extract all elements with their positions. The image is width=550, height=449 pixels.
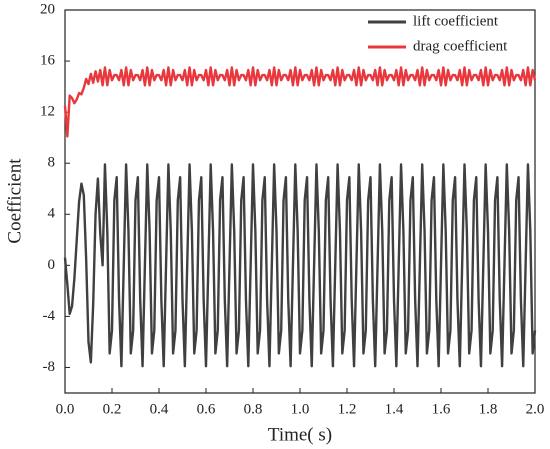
legend-label: lift coefficient [413,13,499,29]
x-tick-label: 1.6 [432,401,451,417]
y-tick-label: 20 [40,1,55,17]
x-tick-label: 0.8 [244,401,263,417]
x-tick-label: 0.4 [150,401,169,417]
x-tick-label: 1.0 [291,401,310,417]
y-tick-label: 8 [48,155,56,171]
x-tick-label: 0.2 [103,401,122,417]
y-tick-label: -8 [43,359,56,375]
y-tick-label: 16 [40,53,56,69]
x-tick-label: 0.6 [197,401,216,417]
x-tick-label: 1.2 [338,401,357,417]
y-axis-label: Coefficient [4,158,25,244]
x-tick-label: 1.4 [385,401,404,417]
y-tick-label: 12 [40,104,55,120]
y-tick-label: 4 [48,206,56,222]
x-axis-label: Time( s) [268,424,332,445]
x-tick-label: 2.0 [526,401,545,417]
series-line [63,163,537,368]
y-tick-label: 0 [48,257,56,273]
legend-label: drag coefficient [413,38,508,54]
x-tick-label: 0.0 [56,401,75,417]
series-line [63,66,537,138]
y-tick-label: -4 [43,308,56,324]
x-tick-label: 1.8 [479,401,498,417]
